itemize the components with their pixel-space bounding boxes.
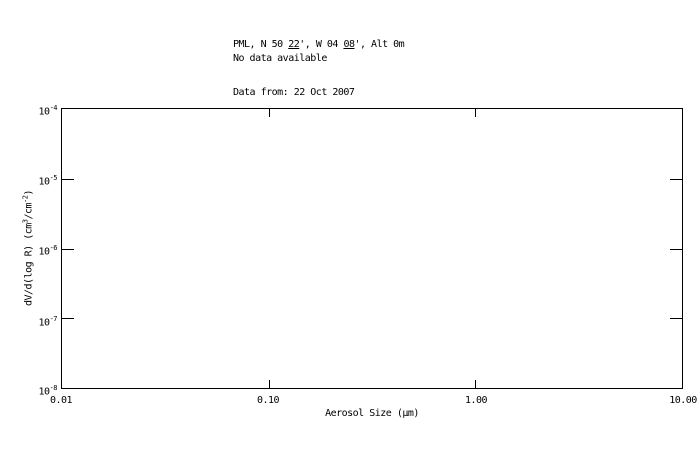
x-axis-title: Aerosol Size (μm) xyxy=(325,408,419,419)
x-tick-label: 10.00 xyxy=(669,395,697,406)
x-major-tick xyxy=(475,380,476,388)
y-major-tick xyxy=(670,179,682,180)
x-major-tick xyxy=(475,109,476,117)
y-major-tick xyxy=(62,179,74,180)
no-data-message: No data available xyxy=(233,53,327,64)
y-major-tick xyxy=(62,249,74,250)
plot-area xyxy=(61,108,683,389)
x-tick-label: 1.00 xyxy=(464,395,488,406)
longitude-minutes: 08 xyxy=(343,39,355,50)
y-tick-label: 10-4 xyxy=(38,104,58,118)
y-major-tick xyxy=(670,318,682,319)
header-block: PML, N 50 22', W 04 08', Alt 0m Data fro… xyxy=(233,5,405,133)
y-major-tick xyxy=(62,318,74,319)
y-tick-label: 10-5 xyxy=(38,174,58,188)
x-major-tick xyxy=(269,109,270,117)
station-info-line: PML, N 50 22', W 04 08', Alt 0m xyxy=(233,39,405,50)
y-tick-label: 10-8 xyxy=(38,384,58,398)
data-date-line: Data from: 22 Oct 2007 xyxy=(233,87,355,98)
y-major-tick xyxy=(670,249,682,250)
latitude-minutes: 22 xyxy=(288,39,300,50)
x-tick-label: 0.01 xyxy=(49,395,73,406)
y-axis-title: dV/d(log R) (cm3/cm-2) xyxy=(21,189,35,307)
y-tick-label: 10-6 xyxy=(38,244,58,258)
x-tick-label: 0.10 xyxy=(256,395,280,406)
y-tick-label: 10-7 xyxy=(38,315,58,329)
x-major-tick xyxy=(269,380,270,388)
